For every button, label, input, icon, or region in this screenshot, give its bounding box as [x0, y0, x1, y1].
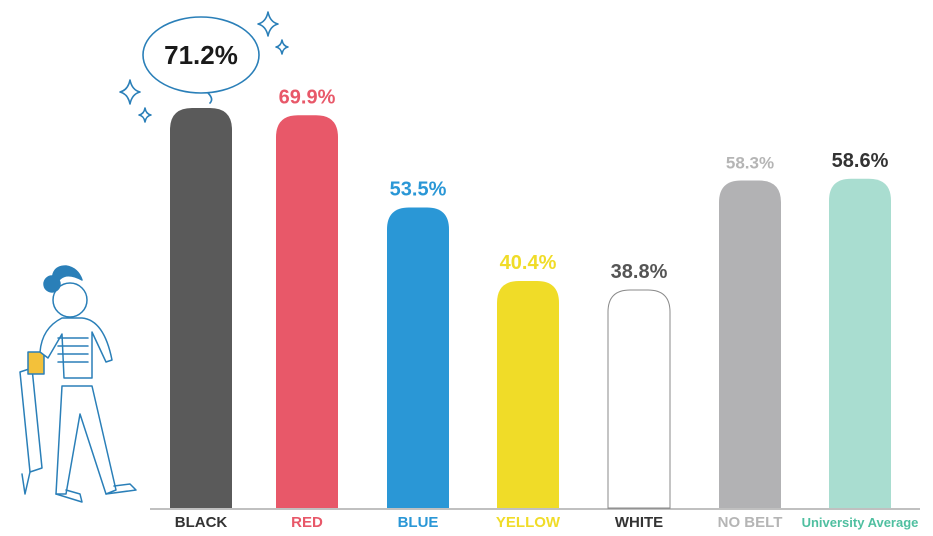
bar [276, 115, 338, 508]
bar [608, 290, 670, 508]
chart: 71.2% BLACK 69.9% RED 53.5% BLUE 40.4% YELLOW 38… [0, 0, 933, 531]
x-tick-label: YELLOW [496, 514, 561, 531]
value-label: 58.6% [832, 150, 889, 172]
x-tick-label: University Average [802, 515, 919, 530]
x-tick-label: RED [291, 514, 323, 531]
bar [719, 180, 781, 508]
value-label: 69.9% [279, 86, 336, 108]
value-label: 53.5% [390, 178, 447, 200]
value-label: 38.8% [611, 261, 668, 283]
bar [829, 179, 891, 508]
value-label: 40.4% [500, 252, 557, 274]
x-tick-label: NO BELT [718, 514, 783, 531]
bar [387, 207, 449, 508]
x-tick-label: WHITE [615, 514, 663, 531]
x-tick-label: BLUE [398, 514, 439, 531]
x-tick-label: BLACK [175, 514, 228, 531]
illustration [20, 266, 136, 502]
bar [497, 281, 559, 508]
value-label: 58.3% [726, 153, 774, 172]
value-label: 71.2% [164, 40, 238, 70]
bar [170, 108, 232, 508]
page: {"chart_data": {"type": "bar", "categori… [0, 0, 933, 531]
